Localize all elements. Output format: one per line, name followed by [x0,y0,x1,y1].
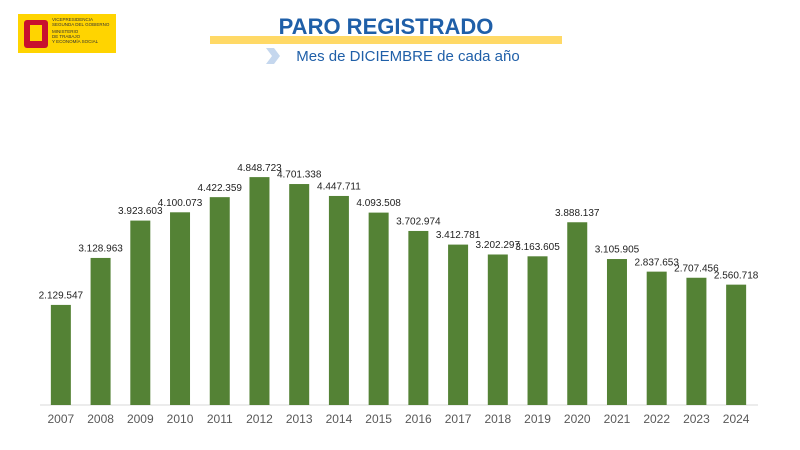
x-tick-label: 2013 [286,412,313,426]
x-tick-label: 2008 [87,412,114,426]
x-tick-label: 2018 [484,412,511,426]
bar [527,256,548,405]
value-label: 3.888.137 [555,208,600,219]
x-tick-label: 2010 [167,412,194,426]
bar [606,259,627,405]
x-tick-label: 2020 [564,412,591,426]
x-tick-label: 2011 [207,412,233,426]
bar [726,284,747,405]
value-label: 3.412.781 [436,230,481,241]
x-tick-label: 2007 [48,412,75,426]
x-tick-label: 2019 [524,412,551,426]
logo-crest-inner [30,25,42,41]
bar [368,212,389,405]
logo-text: SEGUNDA DEL GOBIERNO [52,22,110,27]
value-label: 4.848.723 [237,163,282,174]
logo: VICEPRESIDENCIA SEGUNDA DEL GOBIERNO MIN… [18,14,116,53]
bar [408,230,429,405]
bar [487,254,508,405]
logo-text: MINISTERIO [52,29,79,34]
value-label: 4.100.073 [158,198,203,209]
value-label: 3.702.974 [396,217,441,228]
value-label: 4.447.711 [317,182,361,193]
subtitle-chevron [266,48,280,64]
value-label: 2.129.547 [39,291,84,302]
bar [209,197,230,405]
x-tick-label: 2015 [365,412,392,426]
value-label: 3.923.603 [118,206,163,217]
bar [448,244,469,405]
bar [170,212,191,405]
value-label: 2.560.718 [714,270,759,281]
x-tick-label: 2017 [445,412,472,426]
value-label: 4.422.359 [198,183,243,194]
value-label: 2.707.456 [674,263,719,274]
bar [130,220,151,405]
logo-text: Y ECONOMÍA SOCIAL [52,38,99,44]
logo-text: DE TRABAJO [52,34,81,39]
bar [646,271,667,405]
value-label: 3.128.963 [78,244,123,255]
bar [249,177,270,405]
x-tick-label: 2009 [127,412,154,426]
title-underline [210,36,562,44]
chart-subtitle: Mes de DICIEMBRE de cada año [296,48,519,65]
x-tick-label: 2023 [683,412,710,426]
x-tick-label: 2021 [604,412,631,426]
x-tick-label: 2012 [246,412,273,426]
bar [328,195,349,405]
x-tick-label: 2022 [643,412,670,426]
x-tick-label: 2016 [405,412,432,426]
value-label: 4.093.508 [356,198,401,209]
bar [686,277,707,405]
value-label: 2.837.653 [634,257,679,268]
bar [567,222,588,405]
value-label: 3.202.297 [476,240,521,251]
chart-title: PARO REGISTRADO [279,14,494,39]
x-tick-label: 2014 [326,412,353,426]
bar [50,304,71,405]
value-label: 4.701.338 [277,170,322,181]
x-tick-label: 2024 [723,412,750,426]
bar [289,184,310,405]
bar [90,257,111,405]
value-label: 3.163.605 [515,242,560,253]
value-label: 3.105.905 [595,245,640,256]
logo-text: VICEPRESIDENCIA [52,17,93,22]
